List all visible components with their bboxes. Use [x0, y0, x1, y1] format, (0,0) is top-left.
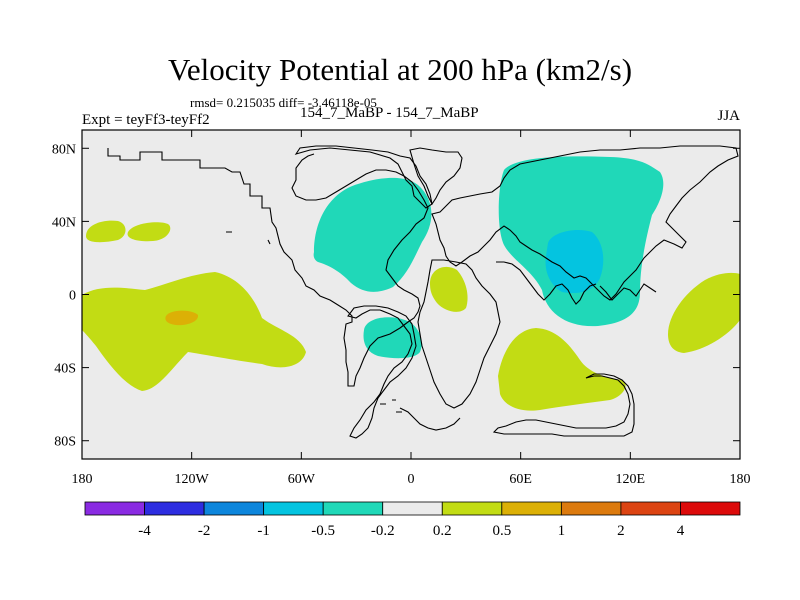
x-tick-label: 60E: [509, 472, 532, 487]
colorbar-box: [680, 501, 741, 516]
y-tick-label: 40N: [52, 215, 76, 230]
coast-australia: [492, 373, 635, 437]
coast-greenland: [409, 147, 463, 206]
axis-ticks: [81, 130, 741, 459]
region-north-pacific-positive-east: [127, 222, 171, 242]
coast-islands: [226, 231, 402, 413]
coast-north-america: [107, 148, 429, 387]
coast-arabia-india: [496, 261, 597, 305]
colorbar-box: [382, 501, 443, 516]
region-central-pacific-max: [165, 310, 199, 326]
x-tick-label: 120W: [175, 472, 210, 487]
x-tick-label: 60W: [288, 472, 316, 487]
x-tick-label: 180: [730, 472, 751, 487]
coast-south-america: [347, 305, 417, 439]
coastlines: [107, 145, 739, 439]
region-central-africa-positive: [430, 266, 468, 312]
region-tropical-pacific-positive: [82, 272, 306, 391]
stats-label: rmsd= 0.215035 diff= -3.46118e-05: [190, 95, 377, 110]
colorbar-labels: -4 -2 -1 -0.5 -0.2 0.2 0.5 1 2 4: [138, 523, 684, 539]
colorbar-box: [501, 501, 562, 516]
colorbar-box: [620, 501, 681, 516]
colorbar-label: 1: [558, 523, 566, 539]
colorbar-box: [84, 501, 145, 516]
region-north-atlantic-negative: [313, 177, 432, 292]
colorbar: [84, 501, 741, 516]
y-tick-label: 0: [69, 289, 76, 304]
coast-africa: [417, 259, 501, 409]
colorbar-label: -0.5: [311, 523, 335, 539]
x-tick-label: 120E: [616, 472, 646, 487]
chart-title: Velocity Potential at 200 hPa (km2/s): [167, 52, 633, 87]
x-tick-label: 180: [72, 472, 93, 487]
x-axis-labels: 180 120W 60W 0 60E 120E 180: [72, 472, 751, 487]
colorbar-box: [322, 501, 384, 516]
colorbar-label: -4: [138, 523, 151, 539]
y-axis-labels: 80N 40N 0 40S 80S: [52, 142, 76, 449]
colorbar-label: 0.2: [433, 523, 452, 539]
contour-fills: [82, 156, 740, 411]
y-tick-label: 40S: [54, 362, 76, 377]
colorbar-label: -0.2: [371, 523, 395, 539]
y-tick-label: 80S: [54, 435, 76, 450]
colorbar-label: -2: [198, 523, 211, 539]
colorbar-box: [144, 501, 205, 516]
x-tick-label: 0: [408, 472, 415, 487]
colorbar-label: 2: [617, 523, 625, 539]
coast-eurasia: [431, 145, 739, 301]
region-asia-moderate-negative: [545, 230, 604, 294]
experiment-label: Expt = teyFf3-teyFf2: [82, 112, 210, 128]
colorbar-box: [560, 501, 622, 516]
y-tick-label: 80N: [52, 142, 76, 157]
coast-antarctic-peninsula: [399, 407, 461, 431]
coast-southeast-asia: [599, 283, 657, 301]
region-indian-ocean-positive: [498, 328, 626, 411]
colorbar-box: [203, 501, 265, 516]
region-north-pacific-positive: [86, 220, 126, 243]
colorbar-label: 0.5: [492, 523, 511, 539]
region-east-pacific-positive: [668, 272, 740, 353]
colorbar-label: 4: [677, 523, 685, 539]
region-south-atlantic-negative: [363, 317, 422, 359]
season-label: JJA: [717, 108, 740, 124]
colorbar-label: -1: [257, 523, 270, 539]
colorbar-box: [441, 501, 503, 516]
case-label: 154_7_MaBP - 154_7_MaBP: [300, 105, 479, 121]
colorbar-box: [263, 501, 324, 516]
